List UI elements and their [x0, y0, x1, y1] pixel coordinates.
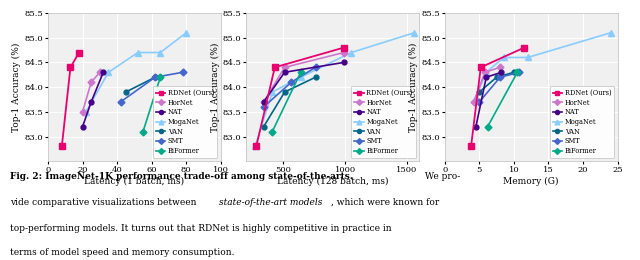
- Text: state-of-the-art models: state-of-the-art models: [219, 198, 323, 207]
- Legend: RDNet (Ours), HorNet, NAT, MogaNet, VAN, SMT, BiFormer: RDNet (Ours), HorNet, NAT, MogaNet, VAN,…: [153, 86, 218, 158]
- Y-axis label: Top-1 Accuracy (%): Top-1 Accuracy (%): [409, 42, 419, 132]
- Legend: RDNet (Ours), HorNet, NAT, MogaNet, VAN, SMT, BiFormer: RDNet (Ours), HorNet, NAT, MogaNet, VAN,…: [351, 86, 416, 158]
- Text: Fig. 2: ImageNet-1K performance trade-off among state-of-the-arts.: Fig. 2: ImageNet-1K performance trade-of…: [10, 172, 353, 181]
- Text: terms of model speed and memory consumption.: terms of model speed and memory consumpt…: [10, 248, 234, 257]
- Text: vide comparative visualizations between: vide comparative visualizations between: [10, 198, 199, 207]
- Y-axis label: Top-1 Accuracy (%): Top-1 Accuracy (%): [211, 42, 220, 132]
- X-axis label: Latency (128 batch, ms): Latency (128 batch, ms): [277, 177, 388, 186]
- Text: , which were known for: , which were known for: [331, 198, 439, 207]
- Legend: RDNet (Ours), HorNet, NAT, MogaNet, VAN, SMT, BiFormer: RDNet (Ours), HorNet, NAT, MogaNet, VAN,…: [550, 86, 614, 158]
- Text: We pro-: We pro-: [422, 172, 461, 181]
- Text: top-performing models. It turns out that RDNet is highly competitive in practice: top-performing models. It turns out that…: [10, 224, 391, 233]
- Y-axis label: Top-1 Accuracy (%): Top-1 Accuracy (%): [12, 42, 22, 132]
- X-axis label: Latency (1 batch, ms): Latency (1 batch, ms): [84, 177, 184, 186]
- X-axis label: Memory (G): Memory (G): [504, 177, 559, 186]
